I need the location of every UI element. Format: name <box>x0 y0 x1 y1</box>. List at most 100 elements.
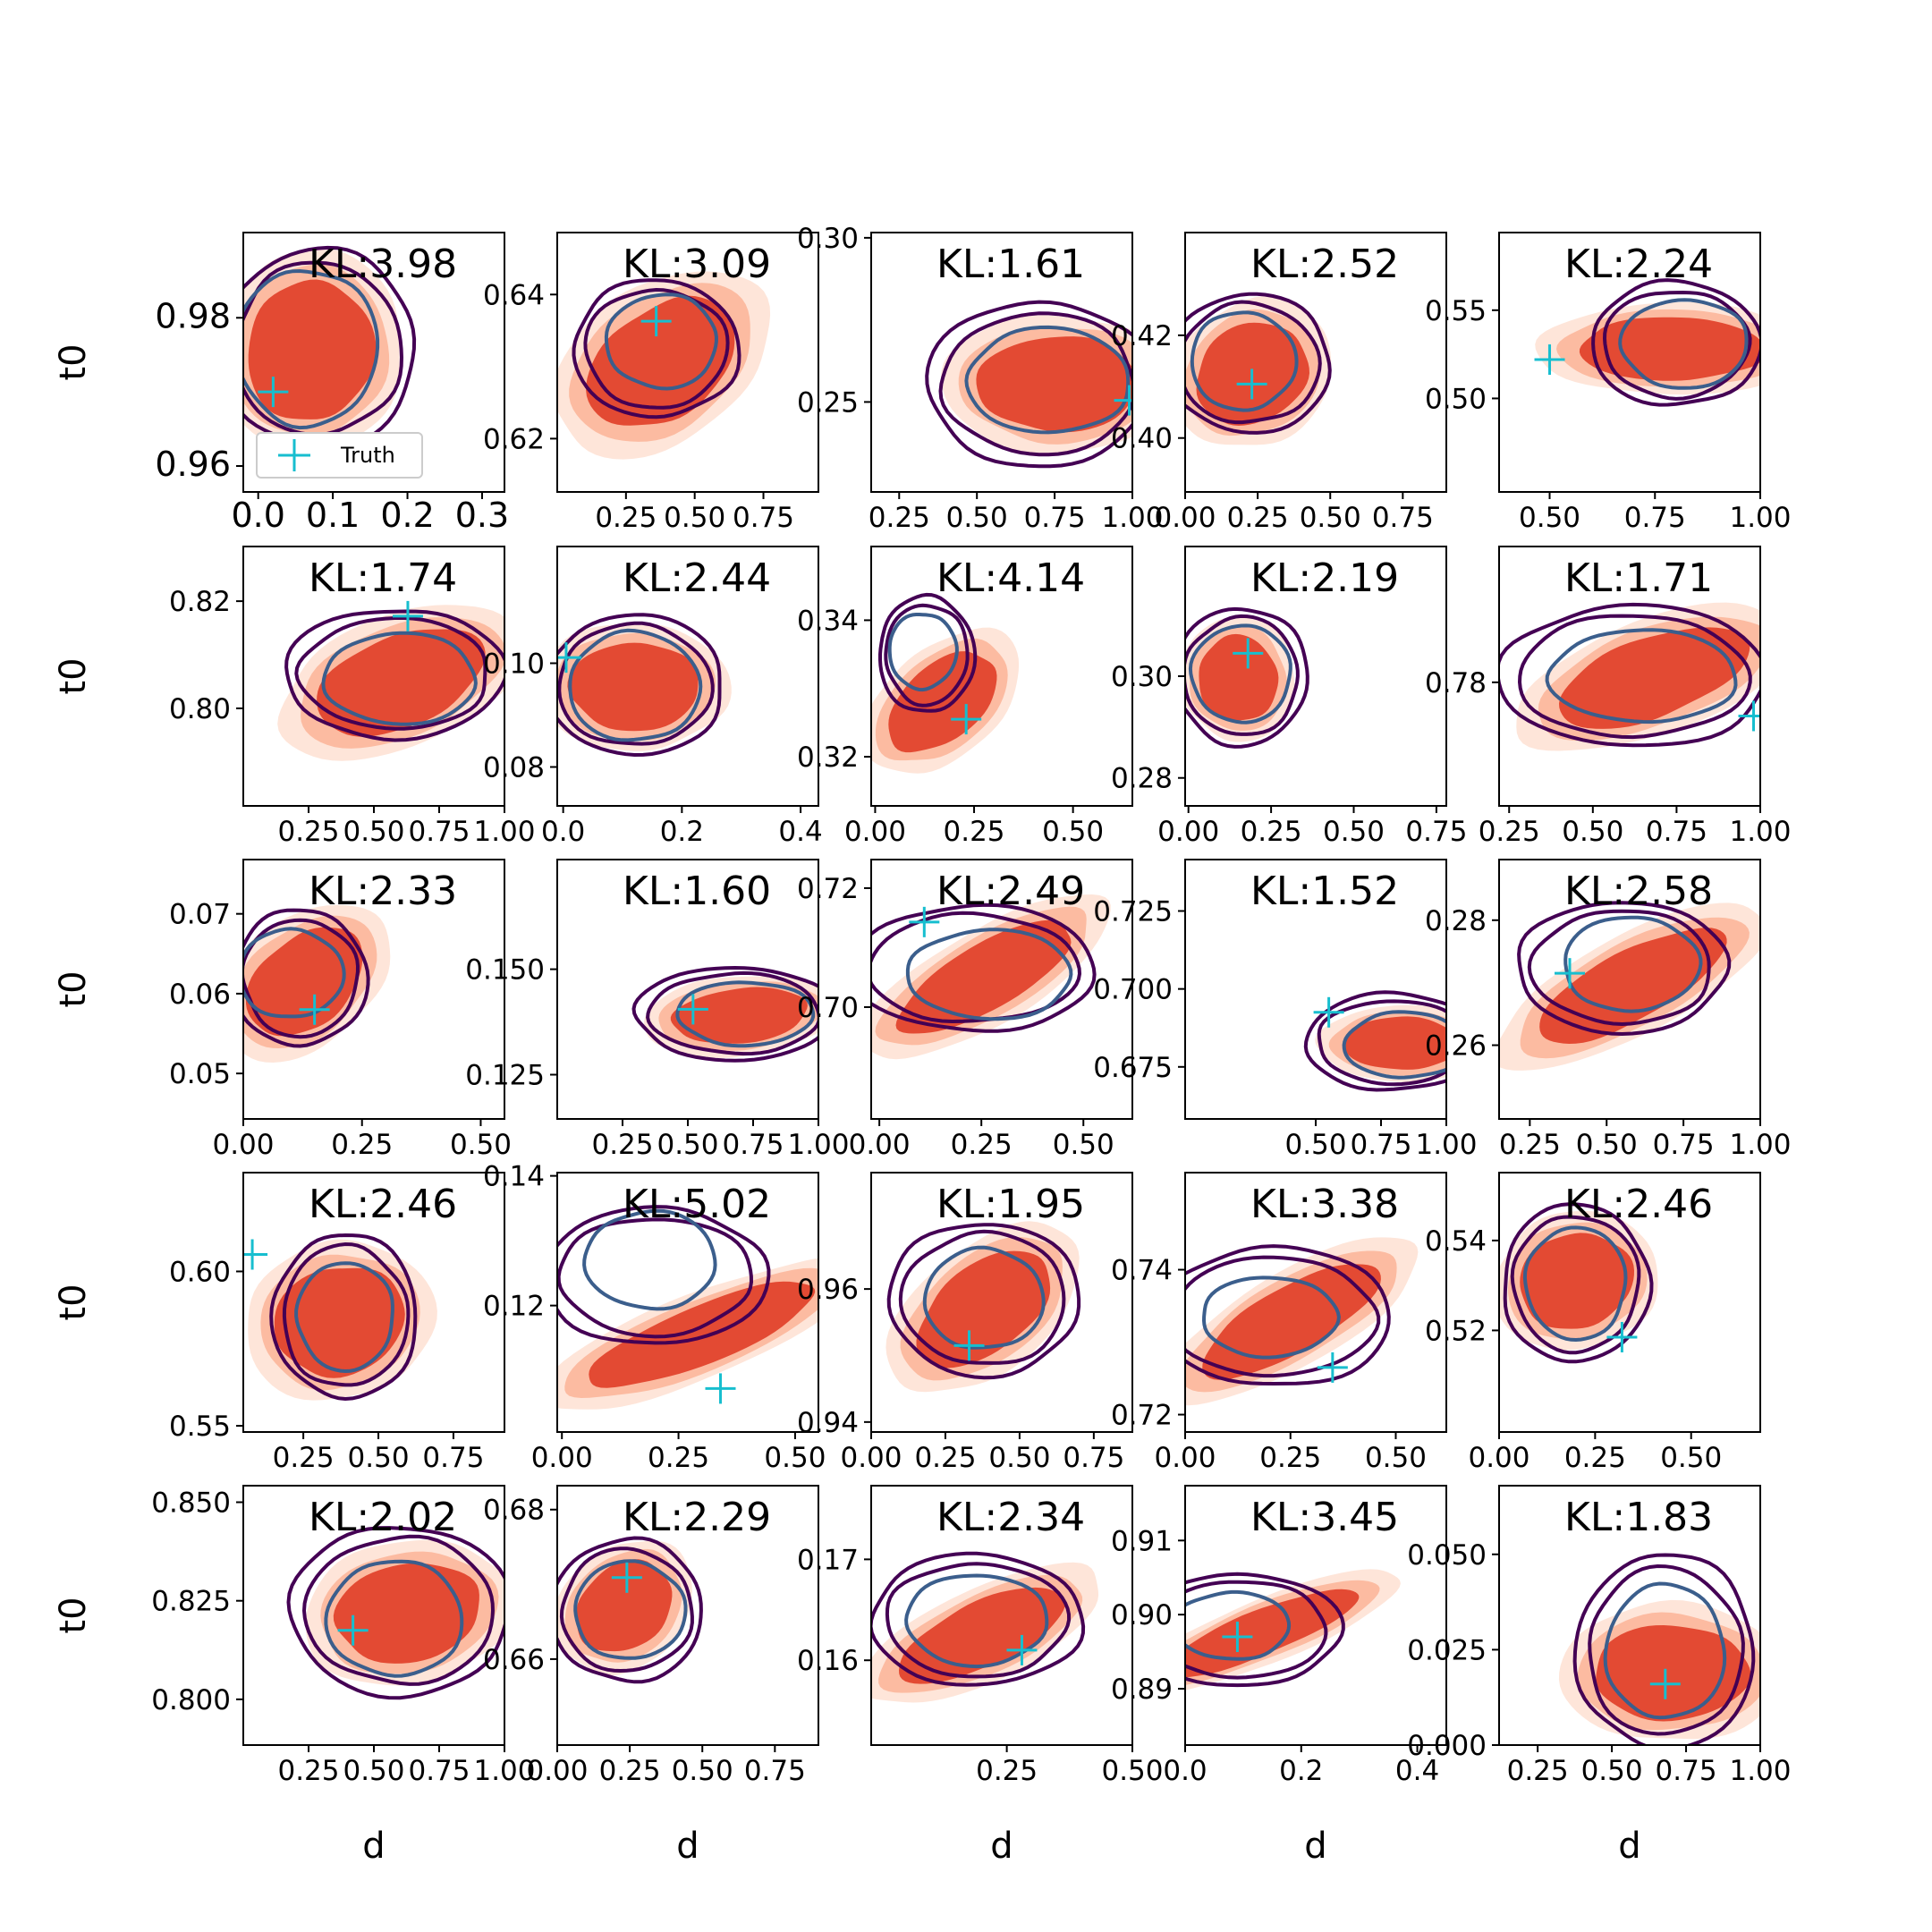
kl-annotation: KL:1.95 <box>936 1182 1085 1227</box>
y-tick-label: 0.850 <box>151 1487 231 1520</box>
density-fill-level-3 <box>1199 633 1279 721</box>
axes-frame <box>556 232 819 493</box>
x-axis-label: d <box>1618 1826 1640 1867</box>
contour-middle <box>1510 1215 1641 1355</box>
contour-outer <box>871 902 1097 1033</box>
axes-frame <box>870 1172 1133 1433</box>
y-axis-label: t0 <box>53 1597 94 1633</box>
kl-annotation: KL:2.52 <box>1250 242 1399 287</box>
contour-middle <box>1517 614 1752 740</box>
contour-inner <box>904 1573 1049 1669</box>
subplot-3: 0.25 0.50 0.75 1.00 0.25 0.30 KL:1.61 <box>797 223 1164 534</box>
contour-outer <box>1185 1572 1345 1688</box>
plot-area <box>1185 292 1332 445</box>
contour-inner <box>1522 1225 1628 1343</box>
kl-annotation: KL:2.33 <box>309 869 457 914</box>
plot-area <box>1499 1202 1658 1364</box>
subplot-18: 0.00 0.25 0.50 0.75 0.94 0.96 KL:1.95 <box>797 1172 1133 1474</box>
contour-inner <box>1618 298 1749 390</box>
subplot-11: 0.00 0.25 0.50 0.05 0.06 0.07 KL:2.33 t0 <box>53 859 512 1161</box>
truth-marker <box>557 642 581 674</box>
y-tick-label: 0.725 <box>1093 896 1173 928</box>
x-tick-label: 0.75 <box>1024 502 1086 534</box>
kl-annotation: KL:1.60 <box>623 869 771 914</box>
x-tick-label: 0.2 <box>1279 1755 1323 1787</box>
y-tick-label: 0.675 <box>1093 1052 1173 1084</box>
truth-marker <box>258 377 289 408</box>
x-tick-label: 0.0 <box>231 496 284 535</box>
axes-frame <box>242 1172 505 1433</box>
y-tick-label: 0.30 <box>797 223 859 255</box>
subplot-16: 0.25 0.50 0.75 0.55 0.60 KL:2.46 t0 <box>53 1172 505 1474</box>
subplot-1: 0.0 0.1 0.2 0.3 0.96 0.98 KL:3.98 t0 Truth <box>53 232 509 535</box>
density-fill-level-3 <box>333 1563 479 1664</box>
plot-area <box>277 600 504 761</box>
y-axis-label: t0 <box>53 657 94 694</box>
contour-inner <box>1342 1010 1446 1080</box>
contour-inner <box>243 927 346 1019</box>
kl-annotation: KL:5.02 <box>623 1182 771 1227</box>
y-tick-label: 0.40 <box>1111 423 1173 455</box>
y-tick-label: 0.82 <box>169 586 231 618</box>
x-tick-label: 0.50 <box>1365 1442 1427 1474</box>
legend-box <box>256 432 423 479</box>
truth-marker <box>909 906 940 937</box>
contour-outer <box>1499 602 1760 748</box>
y-tick-label: 0.025 <box>1407 1634 1487 1666</box>
x-tick-label: 0.50 <box>1581 1755 1643 1787</box>
contour-outer <box>557 613 722 758</box>
kl-annotation: KL:2.02 <box>309 1495 457 1540</box>
x-tick-label: 0.25 <box>595 502 657 534</box>
contour-middle <box>243 918 360 1039</box>
axes-frame <box>556 546 819 807</box>
contour-middle <box>938 311 1132 457</box>
contour-outer <box>269 1233 418 1402</box>
y-tick-label: 0.700 <box>1093 974 1173 1006</box>
y-tick-label: 0.55 <box>1425 295 1487 327</box>
kl-annotation: KL:2.24 <box>1564 242 1713 287</box>
y-tick-label: 0.07 <box>169 899 231 931</box>
x-tick-label: 0.25 <box>951 1129 1013 1161</box>
subplot-15: 0.25 0.50 0.75 1.00 0.26 0.28 KL:2.58 <box>1425 859 1792 1161</box>
contour-inner <box>243 268 380 430</box>
contour-middle <box>898 1229 1066 1365</box>
subplot-4: 0.00 0.25 0.50 0.75 0.40 0.42 KL:2.52 <box>1111 232 1447 534</box>
plot-area <box>1303 990 1446 1092</box>
y-tick-label: 0.94 <box>797 1407 859 1439</box>
x-tick-label: 0.75 <box>744 1755 806 1787</box>
contour-inner <box>1185 1589 1292 1661</box>
x-tick-label: 0.25 <box>599 1755 661 1787</box>
y-tick-label: 0.70 <box>797 992 859 1024</box>
x-tick-label: 0.50 <box>450 1129 512 1161</box>
contour-inner <box>887 613 959 692</box>
axes-frame <box>556 1485 819 1746</box>
density-fill-level-3 <box>567 642 699 732</box>
contour-middle <box>1185 614 1300 736</box>
x-tick-label: 0.50 <box>1519 502 1580 534</box>
contour-inner <box>922 1245 1046 1350</box>
y-tick-label: 0.17 <box>797 1544 859 1576</box>
y-tick-label: 0.26 <box>1425 1030 1487 1063</box>
x-tick-label: 0.50 <box>1042 816 1104 848</box>
x-tick-label: 0.25 <box>1227 502 1289 534</box>
x-tick-label: 0.75 <box>1350 1129 1411 1161</box>
contour-middle <box>243 260 404 437</box>
x-axis-label: d <box>676 1826 699 1867</box>
density-fill-level-3 <box>1539 928 1727 1044</box>
plot-area <box>1185 1569 1401 1690</box>
contour-middle <box>557 1217 754 1339</box>
x-tick-label: 0.25 <box>914 1442 976 1474</box>
y-tick-label: 0.96 <box>797 1274 859 1306</box>
kl-annotation: KL:2.34 <box>936 1495 1085 1540</box>
plot-area <box>1499 602 1760 751</box>
truth-marker <box>243 1239 268 1270</box>
x-tick-label: 0.75 <box>722 1129 784 1161</box>
y-tick-label: 0.80 <box>169 693 231 725</box>
density-fill-level-3 <box>1520 1233 1634 1329</box>
kl-annotation: KL:1.74 <box>309 555 457 601</box>
contour-inner <box>294 1261 394 1374</box>
density-fill-level-3 <box>274 1267 405 1378</box>
truth-marker <box>640 306 672 337</box>
kl-annotation: KL:3.98 <box>309 242 457 287</box>
y-tick-label: 0.72 <box>797 873 859 905</box>
